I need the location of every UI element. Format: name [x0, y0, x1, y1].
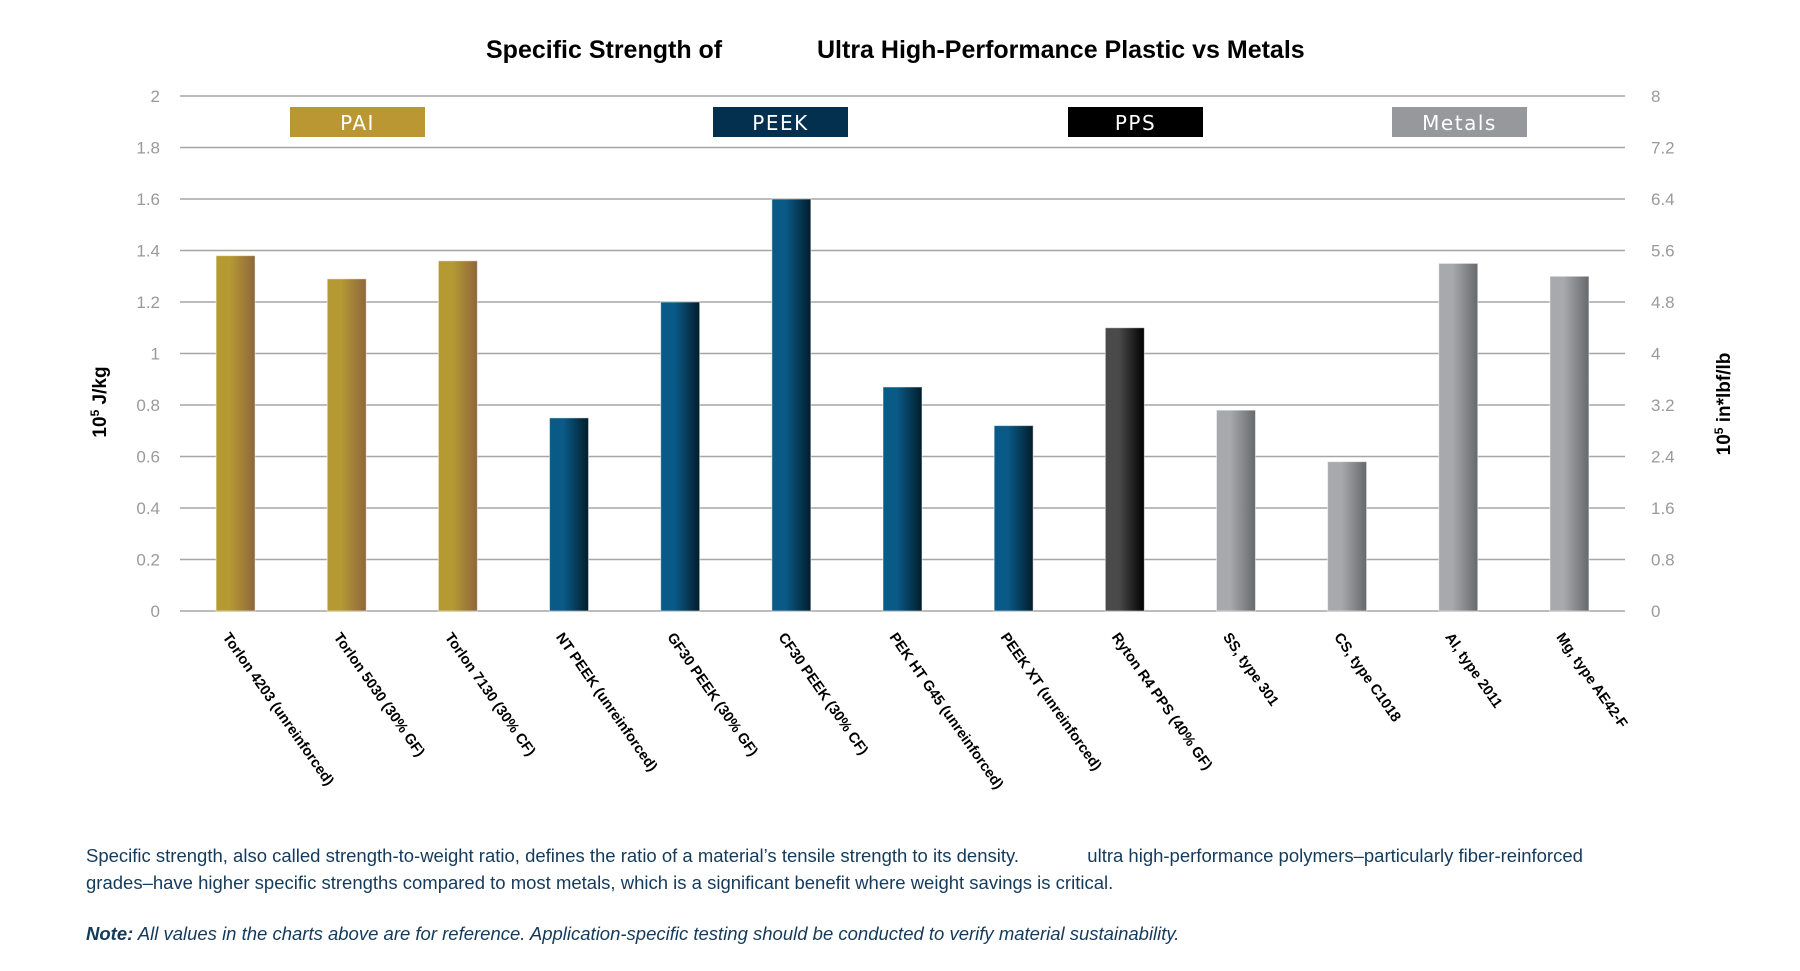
category-label: PEEK XT (unreinforced): [997, 630, 1104, 774]
y-tick-label-right: 4: [1651, 345, 1660, 364]
chart-title-part2: Ultra High-Performance Plastic vs Metals: [817, 36, 1305, 64]
legend-item-pps: PPS: [1068, 107, 1203, 137]
bar-pek-ht-g45-unreinforced: [882, 386, 923, 612]
bar-ryton-r4-pps-40-gf: [1104, 327, 1145, 612]
bar-peek-xt-unreinforced: [993, 425, 1034, 612]
category-label: CF30 PEEK (30% CF): [775, 630, 871, 758]
legend-label: PPS: [1115, 111, 1156, 135]
y-tick-label-left: 1.2: [136, 293, 160, 312]
y-tick-label-left: 0: [151, 602, 160, 621]
category-label: GF30 PEEK (30% GF): [663, 630, 760, 759]
legend-label: Metals: [1422, 111, 1497, 135]
bar-torlon-4203-unreinforced: [215, 255, 256, 612]
y-tick-label-right: 0.8: [1651, 551, 1675, 570]
legend-item-pai: PAI: [290, 107, 425, 137]
y-tick-label-right: 2.4: [1651, 448, 1675, 467]
bar-al-type-2011: [1438, 262, 1479, 612]
legend-label: PAI: [340, 111, 375, 135]
bar-torlon-7130-30-cf: [437, 260, 478, 612]
y-tick-label-left: 2: [151, 87, 160, 106]
bar-torlon-5030-30-gf: [326, 278, 367, 612]
legend-swatch: [1392, 107, 1527, 137]
description-part2: ultra high-performance polymers–particul…: [86, 845, 1583, 893]
category-label: Mg, type AE42-F: [1553, 630, 1631, 731]
y-tick-label-left: 0.2: [136, 551, 160, 570]
bar-cs-type-c1018: [1327, 461, 1368, 612]
y-tick-label-right: 8: [1651, 87, 1660, 106]
y-tick-label-left: 0.8: [136, 396, 160, 415]
y-tick-label-right: 4.8: [1651, 293, 1675, 312]
category-labels: Torlon 4203 (unreinforced)Torlon 5030 (3…: [219, 630, 1630, 792]
chart-title-part1: Specific Strength of: [486, 36, 723, 64]
y-axis-left-title: 105 J/kg: [88, 366, 111, 437]
category-label: PEK HT G45 (unreinforced): [886, 630, 1006, 792]
category-label: NT PEEK (unreinforced): [552, 630, 660, 775]
specific-strength-chart: Specific Strength of Ultra High-Performa…: [88, 36, 1735, 793]
bars: [215, 198, 1590, 612]
note-label: Note:: [86, 923, 134, 944]
category-label: Torlon 7130 (30% CF): [441, 630, 538, 759]
legend-label: PEEK: [752, 111, 808, 135]
y-tick-label-left: 1.6: [136, 190, 160, 209]
category-label: Torlon 5030 (30% GF): [330, 630, 428, 760]
description-part1: Specific strength, also called strength-…: [86, 845, 1020, 866]
y-tick-label-left: 1.4: [136, 242, 160, 261]
y-axis-right-ticks: 0 0.8 1.6 2.4 3.2 4 4.8 5.6 6.4 7.2 8: [1651, 87, 1675, 621]
legend-swatch: [1068, 107, 1203, 137]
y-tick-label-left: 0.4: [136, 499, 160, 518]
legend: PAI PEEK PPS Metals: [290, 107, 1527, 137]
legend-swatch: [713, 107, 848, 137]
legend-item-metals: Metals: [1392, 107, 1527, 137]
y-tick-label-left: 0.6: [136, 448, 160, 467]
bar-gf30-peek-30-gf: [660, 301, 701, 612]
y-tick-label-right: 3.2: [1651, 396, 1675, 415]
bar-ss-type-301: [1215, 409, 1256, 612]
bar-cf30-peek-30-cf: [771, 198, 812, 612]
y-tick-label-right: 5.6: [1651, 242, 1675, 261]
legend-item-peek: PEEK: [713, 107, 848, 137]
category-label: CS, type C1018: [1330, 630, 1403, 725]
description-text: Specific strength, also called strength-…: [86, 842, 1646, 896]
category-label: Al, type 2011: [1441, 630, 1505, 711]
y-tick-label-left: 1.8: [136, 139, 160, 158]
note-text: Note: All values in the charts above are…: [86, 920, 1646, 947]
category-label: Torlon 4203 (unreinforced): [219, 630, 337, 789]
category-label: SS, type 301: [1219, 630, 1281, 709]
y-axis-right-title: 105 in*lbf/lb: [1712, 353, 1735, 456]
y-axis-left-ticks: 0 0.2 0.4 0.6 0.8 1 1.2 1.4 1.6 1.8 2: [136, 87, 160, 621]
y-tick-label-right: 0: [1651, 602, 1660, 621]
y-tick-label-right: 6.4: [1651, 190, 1675, 209]
y-tick-label-right: 7.2: [1651, 139, 1675, 158]
bar-nt-peek-unreinforced: [549, 417, 590, 612]
note-body: All values in the charts above are for r…: [137, 923, 1180, 944]
y-tick-label-left: 1: [151, 345, 160, 364]
y-tick-label-right: 1.6: [1651, 499, 1675, 518]
category-label: Ryton R4 PPS (40% GF): [1108, 630, 1215, 773]
legend-swatch: [290, 107, 425, 137]
bar-mg-type-ae42-f: [1549, 275, 1590, 612]
